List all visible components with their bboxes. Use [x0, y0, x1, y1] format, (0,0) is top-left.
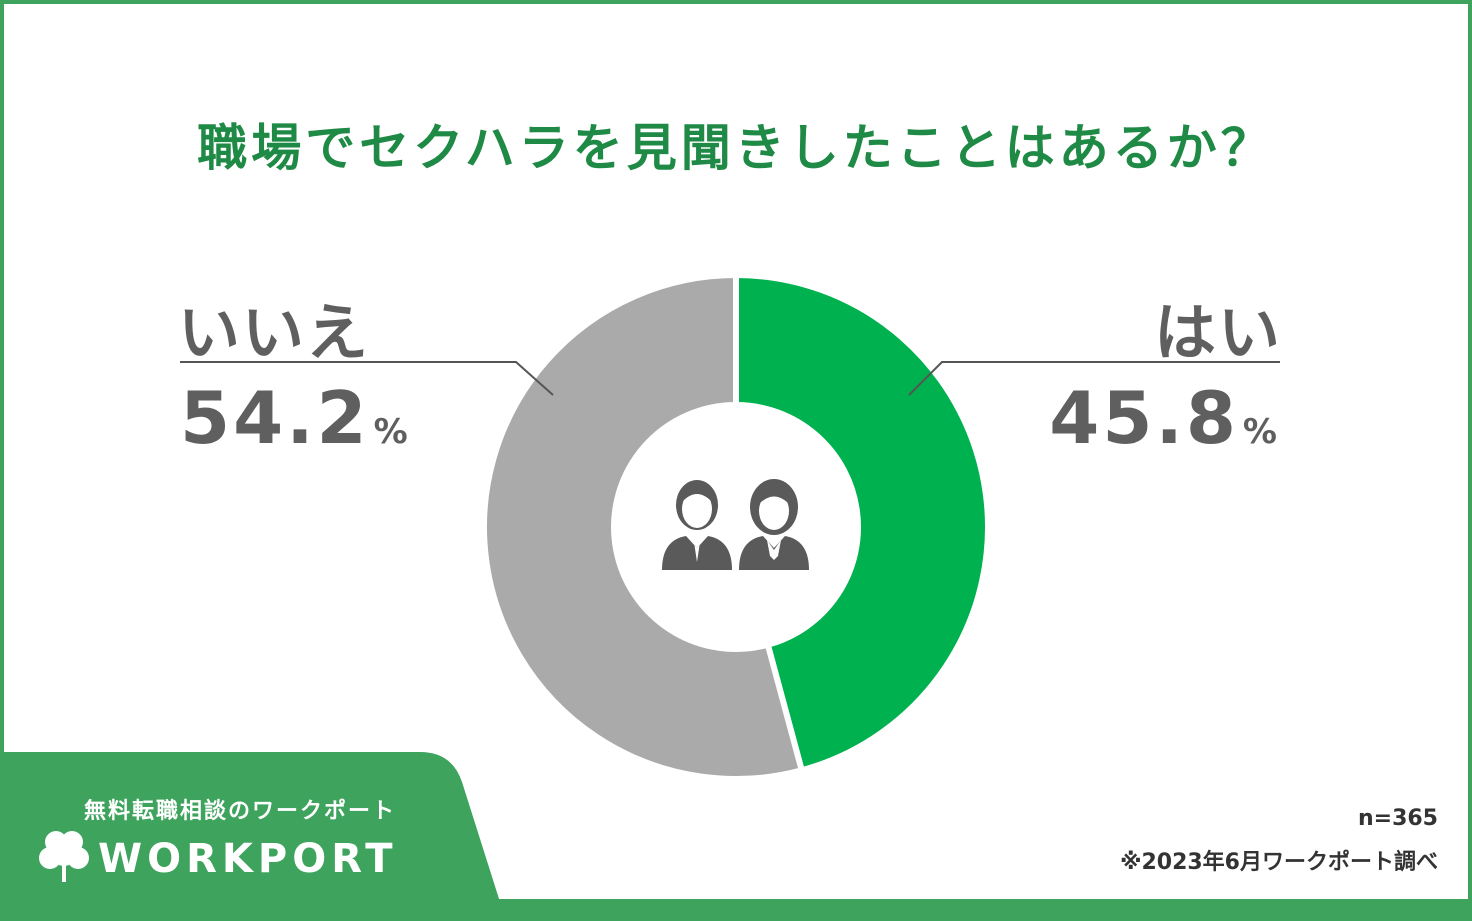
bottom-bar — [0, 899, 1472, 921]
woman-icon — [739, 479, 809, 570]
value-yes: 45.8 — [1049, 376, 1239, 460]
value-no: 54.2 — [180, 376, 370, 460]
unit-no: % — [373, 412, 411, 452]
logo-panel — [0, 752, 500, 921]
clover-icon — [39, 831, 89, 882]
category-label-no: いいえ — [178, 296, 371, 369]
leader-line-no — [180, 361, 554, 396]
slice-yes — [733, 271, 991, 774]
value-label-no: 54.2% — [180, 376, 411, 460]
category-label-yes: はい — [1153, 296, 1282, 369]
sample-size-note: n=365 — [1357, 806, 1438, 831]
leader-line-yes — [908, 361, 1280, 396]
chart-title: 職場でセクハラを見聞きしたことはあるか？ — [197, 119, 1275, 177]
slice-no — [481, 271, 806, 782]
two-people-icon — [662, 479, 809, 570]
man-icon — [662, 480, 732, 570]
unit-yes: % — [1242, 412, 1280, 452]
value-label-yes: 45.8% — [1049, 376, 1280, 460]
brand-tagline: 無料転職相談のワークポート — [84, 799, 397, 824]
source-note: ※2023年6月ワークポート調べ — [1120, 850, 1438, 875]
brand-logo-text: WORKPORT — [98, 836, 398, 882]
